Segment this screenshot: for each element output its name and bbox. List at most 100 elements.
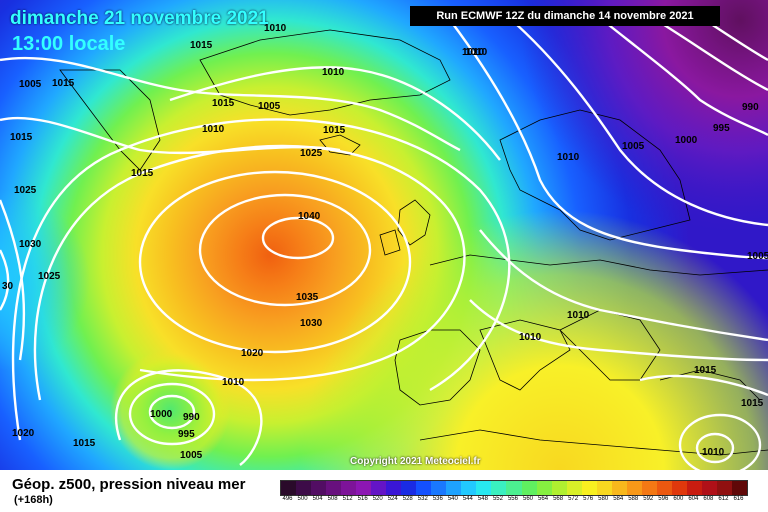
legend-bar: Géop. z500, pression niveau mer (+168h) … — [0, 470, 768, 512]
legend-swatch — [716, 481, 732, 495]
isobar-label: 1025 — [38, 271, 61, 282]
legend-label: 528 — [402, 496, 413, 502]
isobar-label: 30 — [2, 281, 14, 292]
legend-swatch — [416, 481, 432, 495]
isobar-label: 1015 — [131, 168, 154, 179]
isobar-label: 1010 — [222, 377, 245, 388]
legend-swatch — [566, 481, 582, 495]
isobar-label: 1005 — [258, 101, 281, 112]
isobar-label: 1010 — [462, 47, 485, 58]
legend-label: 520 — [372, 496, 383, 502]
isobar-label: 1030 — [300, 318, 323, 329]
legend-swatch — [386, 481, 402, 495]
variable-title: Géop. z500, pression niveau mer — [12, 476, 246, 493]
isobar-label: 1010 — [702, 447, 725, 458]
legend-label: 564 — [538, 496, 549, 502]
legend-label: 592 — [643, 496, 654, 502]
legend-swatch — [476, 481, 492, 495]
legend-swatch — [581, 481, 597, 495]
legend-swatch — [491, 481, 507, 495]
legend-swatch — [551, 481, 567, 495]
legend-label: 612 — [718, 496, 729, 502]
isobar-label: 990 — [742, 102, 759, 113]
color-scale — [280, 480, 748, 496]
legend-swatch — [371, 481, 387, 495]
legend-swatch — [461, 481, 477, 495]
legend-swatch — [326, 481, 342, 495]
forecast-map: 1015 1015 1010 1010 1015 1005 1010 1015 1025 1015… — [0, 0, 768, 470]
isobar-label: 995 — [713, 123, 730, 134]
isobar-label: 1015 — [10, 132, 33, 143]
legend-label: 536 — [432, 496, 443, 502]
isobar-label: 1010 — [322, 67, 345, 78]
isobar-label: 1015 — [212, 98, 235, 109]
lead-time: (+168h) — [14, 494, 53, 506]
legend-swatch — [521, 481, 537, 495]
legend-swatch — [401, 481, 417, 495]
legend-label: 600 — [673, 496, 684, 502]
legend-swatch — [671, 481, 687, 495]
legend-swatch — [596, 481, 612, 495]
legend-label: 572 — [568, 496, 579, 502]
legend-label: 584 — [613, 496, 624, 502]
legend-swatch — [701, 481, 717, 495]
isobar-label: 990 — [183, 412, 200, 423]
color-scale-labels: 496 500 504 508 512 516 520 524 528 532 536 540 544 5… — [280, 496, 746, 508]
isobar-label: 1005 — [622, 141, 645, 152]
isobar-label: 1010 — [465, 47, 488, 58]
isobar-label: 1010 — [567, 310, 590, 321]
isobar-label: 1025 — [300, 148, 323, 159]
legend-label: 512 — [342, 496, 353, 502]
legend-swatch — [641, 481, 657, 495]
isobar-label: 995 — [178, 429, 195, 440]
legend-swatch — [506, 481, 522, 495]
legend-swatch — [656, 481, 672, 495]
legend-label: 556 — [507, 496, 518, 502]
copyright: Copyright 2021 Meteociel.fr — [350, 456, 481, 467]
legend-label: 608 — [703, 496, 714, 502]
legend-swatch — [536, 481, 552, 495]
legend-label: 516 — [357, 496, 368, 502]
isobar-label: 1010 — [264, 23, 287, 34]
legend-swatch — [611, 481, 627, 495]
isobar-label: 1040 — [298, 211, 321, 222]
legend-swatch — [296, 481, 312, 495]
legend-label: 604 — [688, 496, 699, 502]
legend-label: 552 — [492, 496, 503, 502]
legend-swatch — [431, 481, 447, 495]
geopotential-field: 1015 1015 1010 1010 1015 1005 1010 1015 1025 1015… — [0, 0, 768, 470]
coastlines — [59, 29, 768, 456]
legend-label: 544 — [462, 496, 473, 502]
forecast-date: dimanche 21 novembre 2021 — [10, 8, 269, 29]
isobar-label: 1010 — [202, 124, 225, 135]
legend-label: 532 — [417, 496, 428, 502]
local-time: 13:00 locale — [12, 33, 126, 55]
legend-label: 508 — [327, 496, 338, 502]
isobar-label: 1025 — [14, 185, 37, 196]
isobar-label: 1020 — [12, 428, 35, 439]
isobar-labels: 1015 1015 1010 1010 1015 1005 1010 1015 1025 1015… — [2, 23, 768, 461]
legend-label: 500 — [297, 496, 308, 502]
legend-label: 560 — [523, 496, 534, 502]
model-run-label: Run ECMWF 12Z du dimanche 14 novembre 20… — [410, 6, 720, 26]
isobar-label: 1015 — [73, 438, 96, 449]
legend-label: 548 — [477, 496, 488, 502]
legend-swatch — [446, 481, 462, 495]
isobar-label: 1005 — [747, 251, 768, 262]
legend-swatch — [686, 481, 702, 495]
legend-swatch — [356, 481, 372, 495]
isobar-label: 1000 — [675, 135, 698, 146]
legend-label: 616 — [733, 496, 744, 502]
isobar-label: 1005 — [19, 79, 42, 90]
isobar-label: 1015 — [52, 78, 75, 89]
legend-label: 568 — [553, 496, 564, 502]
legend-label: 596 — [658, 496, 669, 502]
isobar-label: 1010 — [519, 332, 542, 343]
legend-swatch — [281, 481, 297, 495]
legend-label: 588 — [628, 496, 639, 502]
isobar-label: 1005 — [180, 450, 203, 461]
isobar-label: 1030 — [19, 239, 42, 250]
legend-label: 580 — [598, 496, 609, 502]
isobar-label: 1015 — [741, 398, 764, 409]
isobar-label: 1000 — [150, 409, 173, 420]
